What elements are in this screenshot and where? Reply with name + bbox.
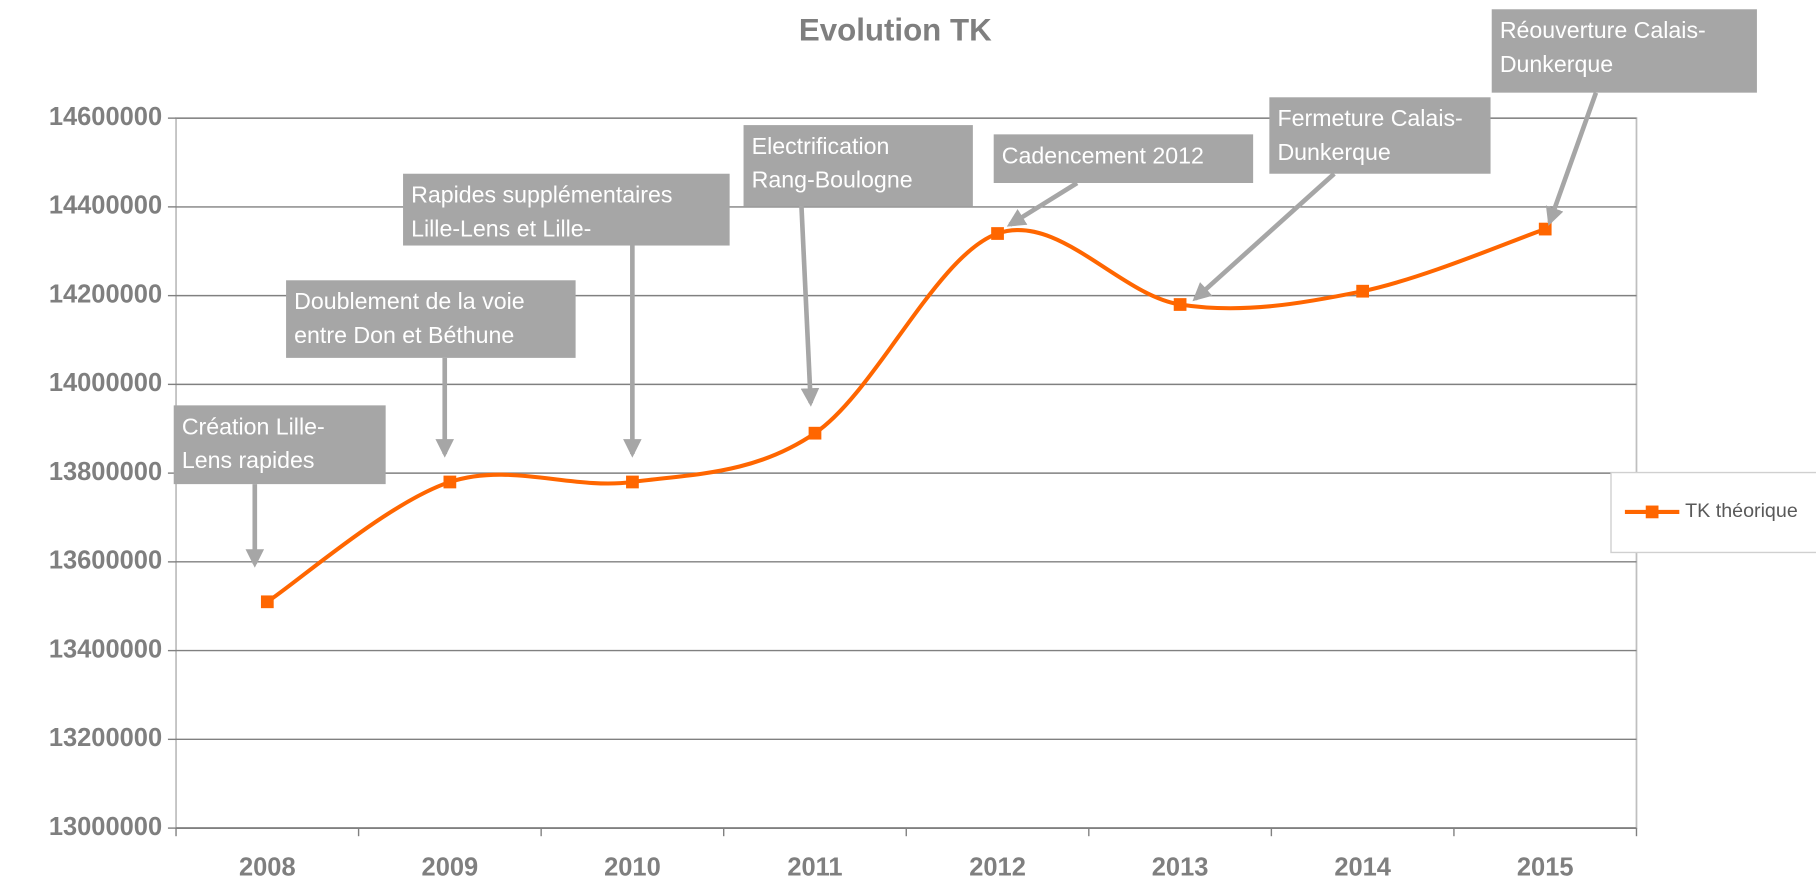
annotation-text: Dunkerque bbox=[1500, 51, 1613, 77]
x-tick-label: 2008 bbox=[239, 853, 296, 881]
annotation-box bbox=[1491, 9, 1757, 93]
point-marker bbox=[1538, 222, 1552, 236]
point-marker bbox=[443, 475, 457, 489]
y-tick-label: 13400000 bbox=[49, 635, 162, 663]
point-marker bbox=[808, 426, 822, 440]
x-tick-label: 2015 bbox=[1517, 853, 1574, 881]
annotation-box bbox=[173, 405, 386, 485]
point-marker bbox=[1173, 298, 1187, 311]
annotation-text: Fermeture Calais- bbox=[1277, 105, 1462, 131]
annotation-text: Cadencement 2012 bbox=[1002, 142, 1204, 168]
annotation-text: Création Lille- bbox=[182, 413, 325, 439]
y-tick-label: 13200000 bbox=[49, 724, 162, 752]
annotation-arrow bbox=[1006, 181, 1079, 227]
annotation-arrow bbox=[1192, 172, 1336, 302]
series-line bbox=[266, 227, 1546, 604]
point-marker bbox=[260, 595, 274, 609]
point-marker bbox=[626, 475, 639, 489]
annotation-box bbox=[286, 280, 576, 358]
annotation-text: Lens rapides bbox=[182, 447, 315, 473]
x-tick-label: 2010 bbox=[604, 853, 661, 881]
annotation-box bbox=[403, 173, 730, 246]
y-tick-label: 14000000 bbox=[49, 369, 162, 397]
y-tick-label: 13800000 bbox=[49, 458, 162, 486]
annotation-text: Réouverture Calais- bbox=[1500, 17, 1706, 43]
annotation-text: Rapides supplémentaires bbox=[411, 182, 672, 208]
annotation-text: Lille-Lens et Lille- bbox=[411, 215, 591, 241]
annotation-text: Doublement de la voie bbox=[294, 288, 524, 314]
legend-label: TK théorique bbox=[1685, 500, 1798, 522]
x-tick-label: 2013 bbox=[1152, 853, 1209, 881]
x-tick-label: 2009 bbox=[422, 853, 479, 881]
chart-title: Evolution TK bbox=[799, 13, 992, 48]
annotation-text: Rang-Boulogne bbox=[752, 167, 913, 193]
point-marker bbox=[991, 227, 1004, 240]
annotation-box bbox=[743, 125, 973, 207]
x-tick-label: 2011 bbox=[787, 853, 842, 881]
point-marker bbox=[1356, 284, 1370, 298]
y-tick-label: 14200000 bbox=[49, 280, 162, 308]
annotation-box bbox=[1269, 97, 1491, 174]
y-tick-label: 13000000 bbox=[49, 813, 162, 841]
x-tick-label: 2012 bbox=[969, 853, 1026, 881]
annotation-arrow bbox=[1545, 91, 1599, 226]
y-tick-label: 14600000 bbox=[49, 103, 162, 131]
annotation-arrow bbox=[799, 206, 820, 407]
annotation-text: entre Don et Béthune bbox=[294, 322, 514, 348]
legend-marker bbox=[1645, 505, 1659, 519]
x-tick-label: 2014 bbox=[1334, 853, 1391, 881]
annotation-text: Dunkerque bbox=[1277, 139, 1390, 165]
annotation-text: Electrification bbox=[752, 133, 890, 159]
y-tick-label: 13600000 bbox=[49, 547, 162, 575]
annotation-box bbox=[993, 134, 1254, 183]
y-tick-label: 14400000 bbox=[49, 192, 162, 220]
